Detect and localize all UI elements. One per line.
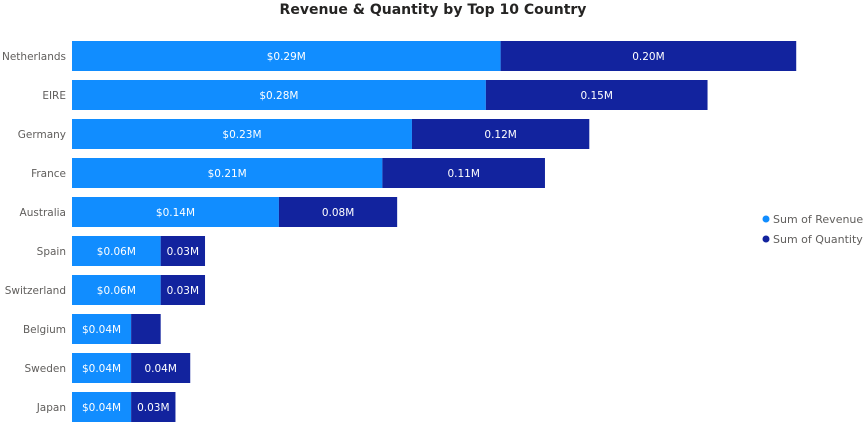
bar-sum-of-quantity-eire[interactable] xyxy=(485,80,708,110)
data-label-sum-of-revenue-spain: $0.06M xyxy=(97,246,136,258)
bar-sum-of-quantity-france[interactable] xyxy=(382,158,545,188)
category-label-eire: EIRE xyxy=(42,90,66,102)
data-label-sum-of-revenue-eire: $0.28M xyxy=(259,90,298,102)
bar-sum-of-quantity-belgium[interactable] xyxy=(131,314,161,344)
data-label-sum-of-revenue-france: $0.21M xyxy=(208,168,247,180)
legend-marker-sum-of-quantity xyxy=(762,235,770,243)
bar-sum-of-quantity-netherlands[interactable] xyxy=(500,41,797,71)
data-label-sum-of-revenue-sweden: $0.04M xyxy=(82,363,121,375)
bars xyxy=(72,41,797,422)
data-label-sum-of-revenue-japan: $0.04M xyxy=(82,402,121,414)
category-label-germany: Germany xyxy=(18,129,66,141)
bar-sum-of-quantity-spain[interactable] xyxy=(160,236,206,266)
chart-title: Revenue & Quantity by Top 10 Country xyxy=(280,2,587,18)
category-label-japan: Japan xyxy=(36,402,66,414)
data-label-sum-of-quantity-netherlands: 0.20M xyxy=(632,51,664,63)
bar-sum-of-revenue-belgium[interactable] xyxy=(72,314,132,344)
data-label-sum-of-quantity-spain: 0.03M xyxy=(167,246,199,258)
legend: Sum of Revenue Sum of Quantity xyxy=(762,213,863,246)
data-label-sum-of-quantity-eire: 0.15M xyxy=(580,90,612,102)
category-label-france: France xyxy=(31,168,66,180)
category-label-spain: Spain xyxy=(37,246,66,258)
data-label-sum-of-quantity-sweden: 0.04M xyxy=(144,363,176,375)
data-label-sum-of-revenue-netherlands: $0.29M xyxy=(267,51,306,63)
category-label-switzerland: Switzerland xyxy=(5,285,66,297)
data-labels: $0.29M 0.20M $0.28M 0.15M $0.23M 0.12M $0.21M 0… xyxy=(82,51,665,414)
category-labels: Netherlands EIRE Germany France Australia Spa… xyxy=(2,51,66,414)
legend-marker-sum-of-revenue xyxy=(762,215,770,223)
bar-sum-of-revenue-australia[interactable] xyxy=(72,197,279,227)
data-label-sum-of-revenue-belgium: $0.04M xyxy=(82,324,121,336)
data-label-sum-of-quantity-germany: 0.12M xyxy=(484,129,516,141)
bar-sum-of-revenue-eire[interactable] xyxy=(72,80,486,110)
category-label-netherlands: Netherlands xyxy=(2,51,66,63)
legend-label-sum-of-revenue[interactable]: Sum of Revenue xyxy=(773,213,863,226)
data-label-sum-of-quantity-france: 0.11M xyxy=(447,168,479,180)
data-label-sum-of-quantity-switzerland: 0.03M xyxy=(167,285,199,297)
data-label-sum-of-revenue-switzerland: $0.06M xyxy=(97,285,136,297)
bar-sum-of-quantity-japan[interactable] xyxy=(131,392,176,422)
bar-sum-of-revenue-germany[interactable] xyxy=(72,119,412,149)
bar-sum-of-revenue-france[interactable] xyxy=(72,158,383,188)
legend-label-sum-of-quantity[interactable]: Sum of Quantity xyxy=(773,233,863,246)
data-label-sum-of-revenue-germany: $0.23M xyxy=(222,129,261,141)
bar-sum-of-revenue-netherlands[interactable] xyxy=(72,41,501,71)
category-label-belgium: Belgium xyxy=(23,324,66,336)
category-label-australia: Australia xyxy=(20,207,66,219)
data-label-sum-of-quantity-japan: 0.03M xyxy=(137,402,169,414)
bar-sum-of-revenue-sweden[interactable] xyxy=(72,353,132,383)
bar-sum-of-quantity-germany[interactable] xyxy=(411,119,590,149)
bar-sum-of-quantity-switzerland[interactable] xyxy=(160,275,206,305)
data-label-sum-of-revenue-australia: $0.14M xyxy=(156,207,195,219)
data-label-sum-of-quantity-australia: 0.08M xyxy=(322,207,354,219)
bar-sum-of-quantity-sweden[interactable] xyxy=(131,353,191,383)
bar-sum-of-revenue-switzerland[interactable] xyxy=(72,275,161,305)
bar-sum-of-revenue-japan[interactable] xyxy=(72,392,132,422)
bar-sum-of-revenue-spain[interactable] xyxy=(72,236,161,266)
bar-sum-of-quantity-australia[interactable] xyxy=(278,197,398,227)
category-label-sweden: Sweden xyxy=(25,363,67,375)
